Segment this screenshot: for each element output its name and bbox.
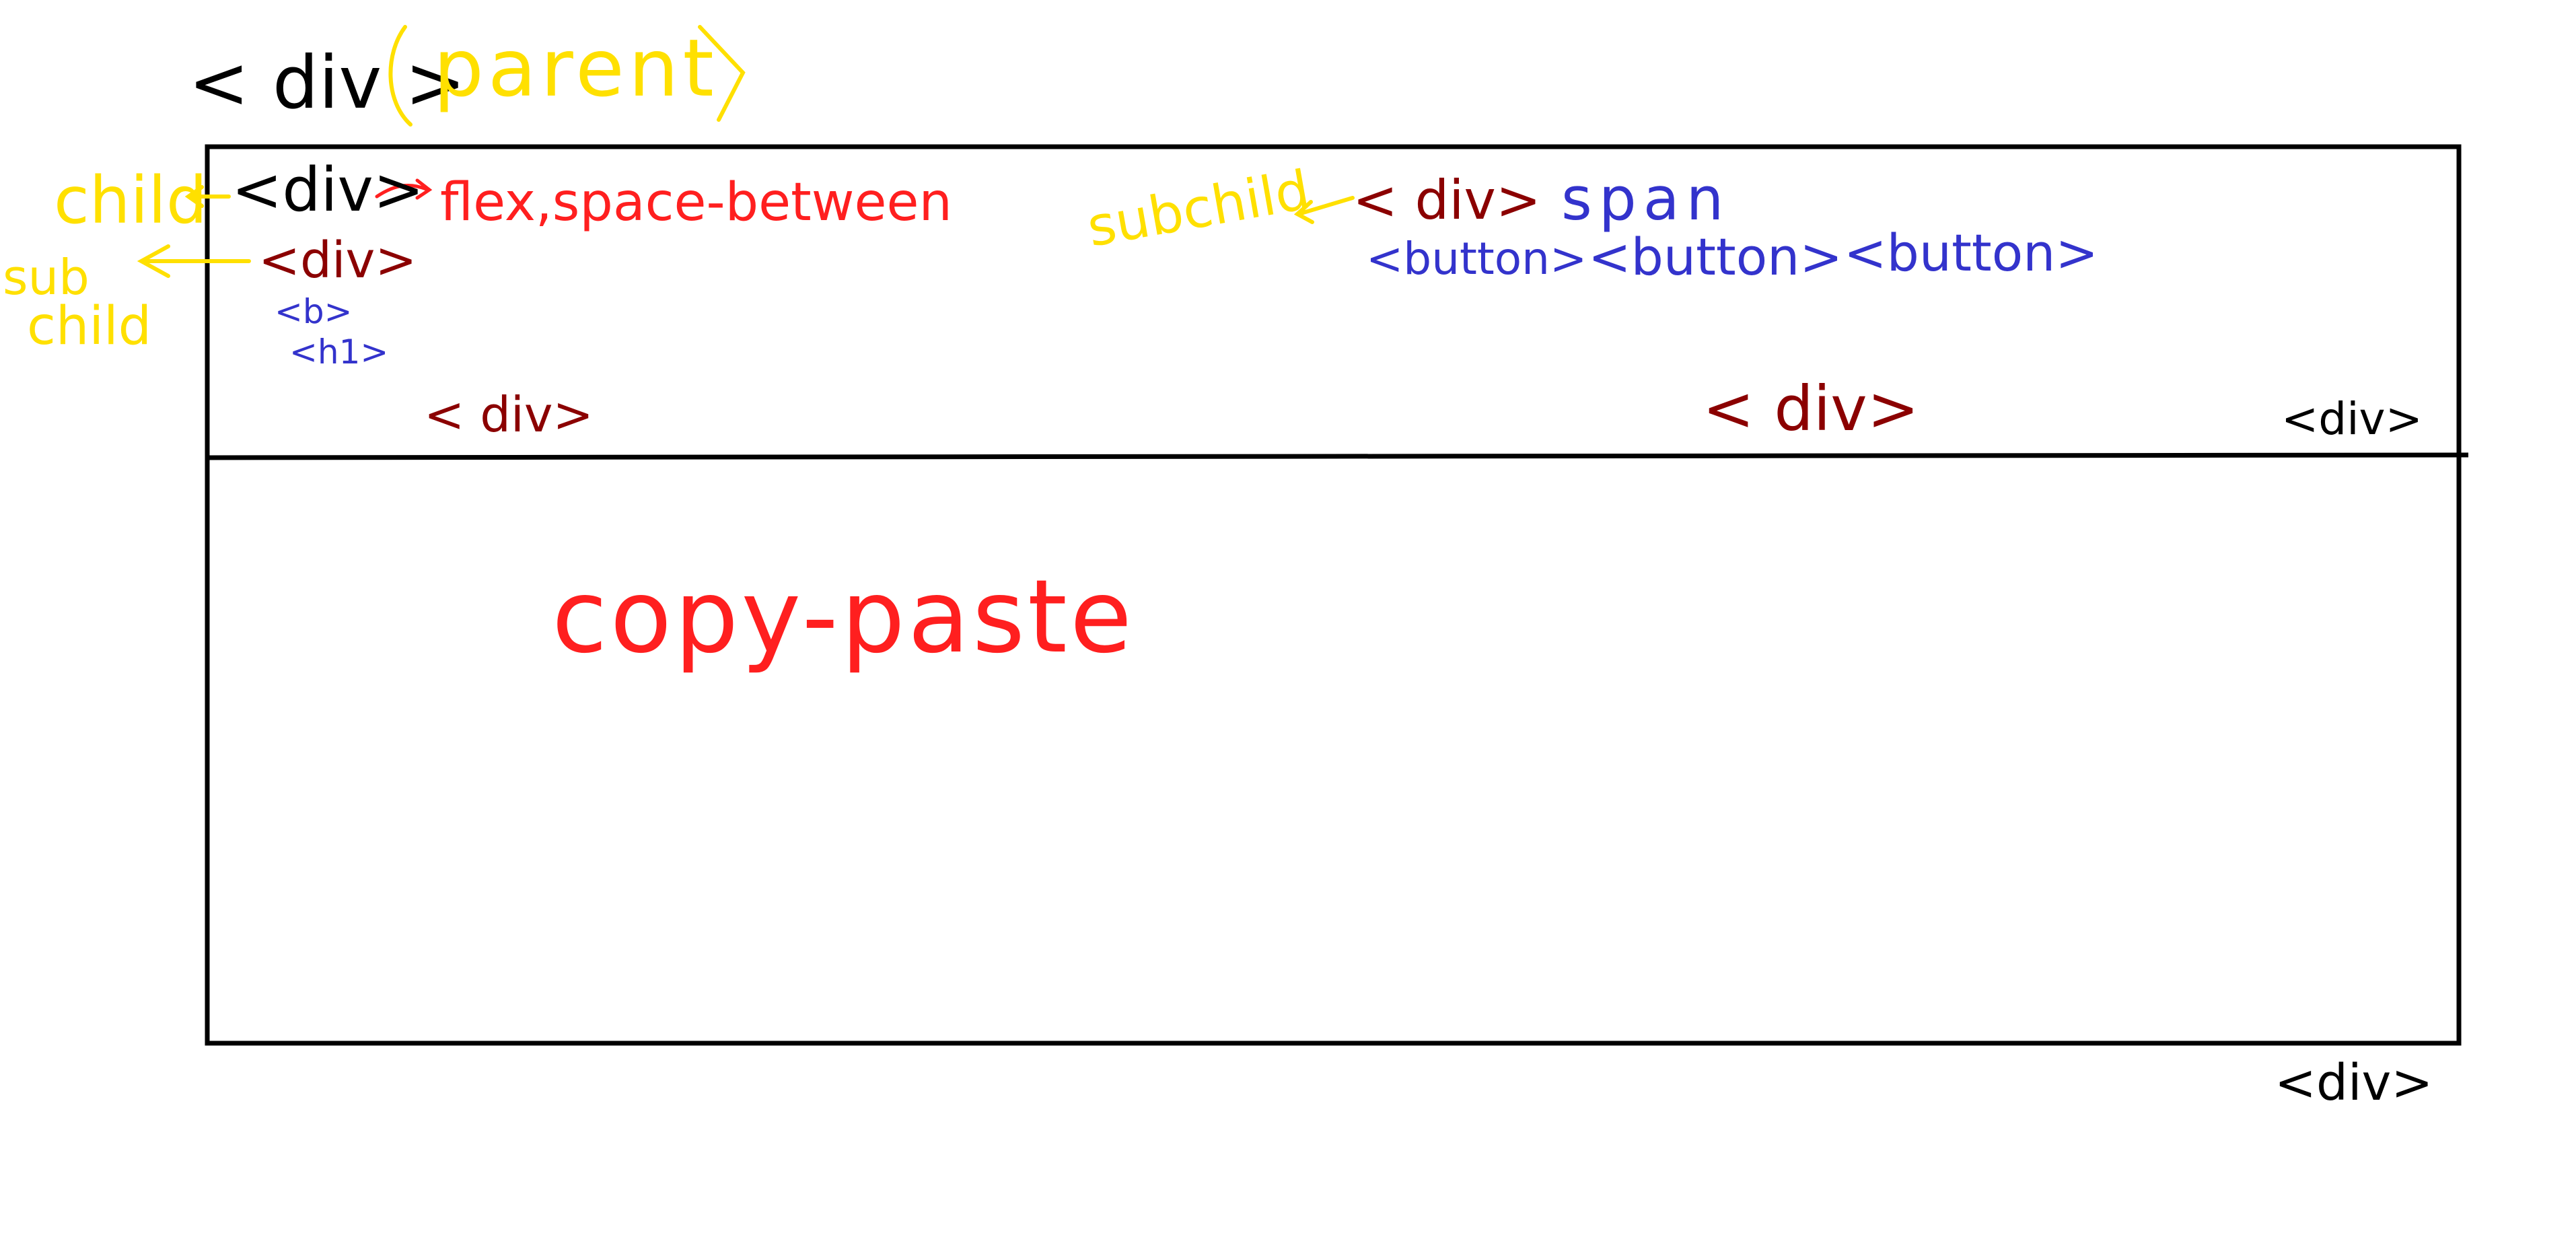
button-tag-3: <button> (1844, 223, 2099, 283)
subchild-arrow (1293, 196, 1355, 224)
sub-child-label-line2: child (27, 296, 152, 357)
h1-tag: <h1> (289, 332, 389, 372)
child-arrow (184, 185, 231, 208)
right-subchild-close-tag: < div> (1703, 373, 1919, 445)
parent-close-tag: <div> (2275, 1054, 2433, 1112)
parent-label: parent (433, 22, 718, 114)
child-label: child (54, 163, 207, 238)
left-subchild-close-tag: < div> (424, 386, 594, 443)
span-label: span (1561, 164, 1731, 234)
child-div-tag: <div> (231, 155, 425, 225)
header-divider (207, 452, 2469, 460)
parent-div-tag: < div > (188, 41, 466, 125)
left-subchild-div-tag: <div> (258, 232, 417, 289)
parent-bracket (388, 25, 413, 127)
flex-space-between-note: flex,space-between (440, 172, 952, 233)
child-close-tag: <div> (2281, 393, 2423, 445)
flex-note-arrow (375, 178, 433, 200)
button-tag-2: <button> (1588, 227, 1843, 287)
b-tag: <b> (275, 292, 353, 331)
right-subchild-div-tag: < div> (1353, 169, 1541, 232)
button-tag-1: <button> (1366, 233, 1587, 285)
parent-closing-chevron (698, 25, 746, 122)
copy-paste-text: copy-paste (552, 559, 1135, 676)
parent-box (205, 144, 2462, 1046)
sub-child-arrow (137, 244, 251, 278)
sub-child-label-line1: sub (3, 249, 90, 306)
